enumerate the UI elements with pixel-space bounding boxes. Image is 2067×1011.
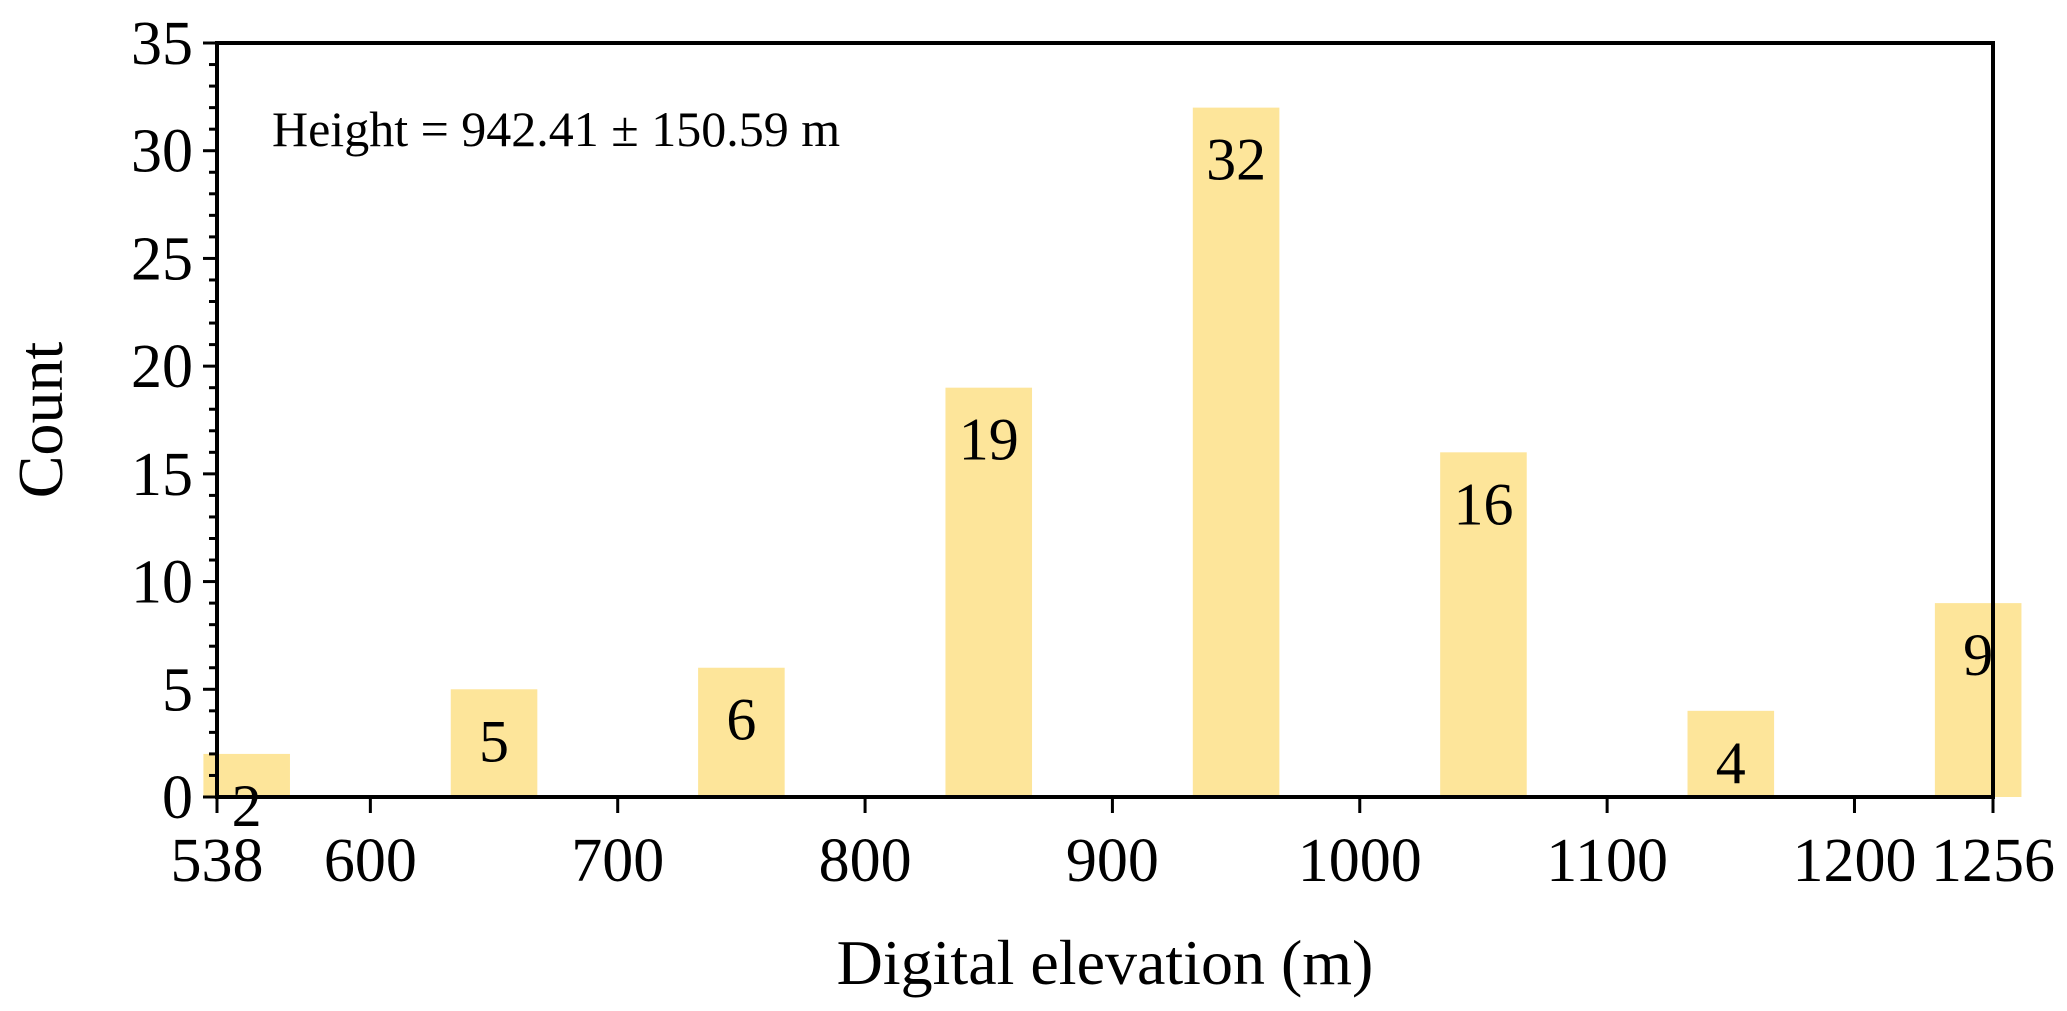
annotation-text: Height = 942.41 ± 150.59 m <box>272 101 840 157</box>
bar <box>698 667 785 797</box>
bar-value-label: 6 <box>726 687 756 753</box>
bar-value-label: 9 <box>1963 622 1993 688</box>
x-tick-label: 900 <box>1066 827 1159 895</box>
bar-value-label: 2 <box>232 773 262 839</box>
y-tick-label: 30 <box>131 118 193 186</box>
y-tick-label: 5 <box>162 656 193 724</box>
y-tick-label: 15 <box>131 441 193 509</box>
bar-value-label: 32 <box>1206 127 1266 193</box>
bar <box>945 387 1033 797</box>
x-axis-title: Digital elevation (m) <box>837 927 1374 998</box>
y-tick-label: 10 <box>131 549 193 617</box>
x-tick-label: 1000 <box>1298 827 1422 895</box>
y-axis-ticks: 0 5 10 15 20 25 30 35 <box>131 10 217 832</box>
x-tick-label: 600 <box>324 827 417 895</box>
bar-value-label: 4 <box>1716 730 1746 796</box>
x-tick-label: 800 <box>819 827 912 895</box>
bar-value-label: 19 <box>959 407 1019 473</box>
x-tick-label: 1100 <box>1546 827 1668 895</box>
bar <box>450 689 538 797</box>
x-tick-label: 700 <box>571 827 664 895</box>
bar <box>1440 452 1527 797</box>
bar-value-label: 5 <box>479 708 509 774</box>
y-tick-label: 25 <box>131 225 193 293</box>
bar-value-label: 16 <box>1453 471 1513 537</box>
y-tick-label: 0 <box>162 764 193 832</box>
bar <box>1192 107 1280 798</box>
x-tick-label: 538 <box>171 827 264 895</box>
bars-group <box>203 107 2022 798</box>
plot-frame <box>215 41 1995 799</box>
bar-labels-group: 2 5 6 19 32 16 4 9 <box>232 127 1993 839</box>
x-tick-label: 1200 <box>1792 827 1916 895</box>
y-tick-label: 20 <box>131 333 193 401</box>
y-axis-title: Count <box>5 342 76 499</box>
x-tick-label: 1256 <box>1931 827 2055 895</box>
bar <box>1687 710 1775 797</box>
y-tick-label: 35 <box>131 10 193 78</box>
x-axis-ticks: 538 600 700 800 900 1000 1100 1200 1256 <box>171 797 2055 895</box>
bar <box>1934 603 2022 797</box>
